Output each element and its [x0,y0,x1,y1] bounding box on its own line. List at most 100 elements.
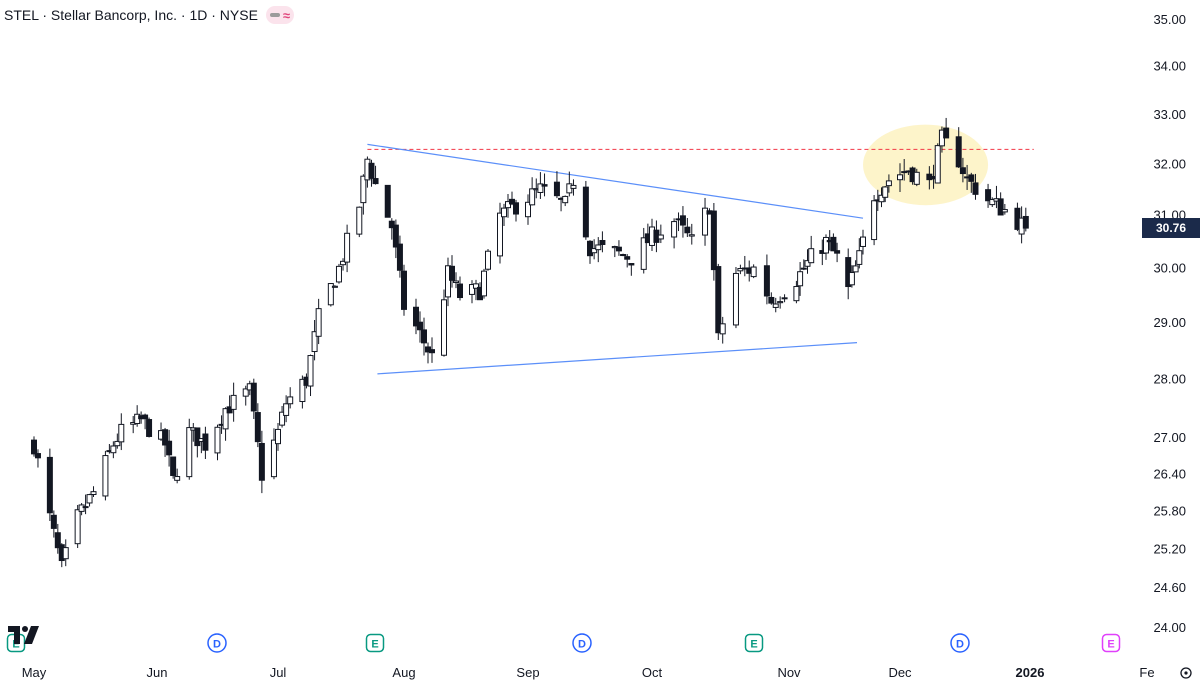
candle-body [74,509,81,545]
candle-body [763,265,770,297]
tradingview-logo-icon[interactable] [8,626,40,644]
candle-body [388,220,395,229]
price-tick-label: 35.00 [1153,12,1186,27]
candle [501,203,507,226]
candle [356,206,363,238]
candle-body [934,145,941,184]
dividend-event-icon[interactable]: D [950,633,970,653]
candle [710,202,717,281]
candle [413,298,419,335]
candle-body [356,206,363,235]
candle-body [591,248,598,254]
candle [222,407,229,441]
candle-body [46,456,53,514]
price-tick-label: 25.20 [1153,541,1186,556]
candle-body [82,506,89,509]
time-tick-label: Jul [270,665,287,680]
candle [620,253,627,257]
candle-body [254,412,261,443]
candle [628,263,635,276]
symbol-title[interactable]: STEL · Stellar Bancorp, Inc. · 1D · NYSE [4,7,258,23]
candle [118,413,125,451]
candle [750,264,757,279]
candle-body [797,271,804,287]
earnings-event-icon[interactable]: E [744,633,764,653]
candle-body [628,263,635,266]
candle [959,157,966,183]
candle [989,197,996,207]
candle [679,206,686,238]
candle-body [732,272,739,326]
candle [170,456,177,479]
candle-body [1022,215,1029,229]
candle [808,235,815,264]
candle-body [856,250,863,265]
candle [763,254,770,305]
candle [54,523,61,554]
candle-body [279,411,286,426]
candle-body [800,267,807,270]
candle [331,285,338,288]
dividend-event-icon[interactable]: D [572,633,592,653]
candle [830,233,837,252]
candle [777,296,784,309]
candle-body [78,504,85,512]
candle-body [505,201,511,209]
indicator-badge[interactable]: ≈ [265,6,295,24]
candle [615,240,622,256]
settings-gear-icon[interactable] [1180,667,1192,679]
time-axis: May Jun Jul Aug Sep Oct Nov Dec 2026 Fe [22,665,1192,680]
candle [856,238,863,269]
candle-body [331,285,338,288]
candle [640,227,647,274]
candle [553,171,560,199]
candle [186,418,193,480]
candle [46,448,53,522]
event-shape [207,633,227,653]
candle [78,502,85,516]
candle-body [715,266,722,334]
candle [315,298,322,345]
candle-body [54,532,61,549]
price-tick-label: 25.80 [1153,503,1186,518]
candle [529,177,536,206]
candle-body [710,210,717,271]
candle-body [541,184,548,187]
candle-body [624,256,631,260]
candle [421,317,427,356]
candle [110,441,117,459]
candle-body [453,280,459,284]
candle [702,197,709,246]
earnings-event-icon[interactable]: E [365,633,385,653]
candle [968,172,975,193]
candle-body [421,329,427,344]
candle-body [768,296,775,304]
candle [737,264,744,275]
candle [985,183,992,208]
candle-body [62,547,69,560]
candle [525,194,531,225]
candle [287,387,294,409]
time-tick-label: Aug [392,665,415,680]
candle [897,163,903,192]
candle-body [955,136,962,168]
candle-body [335,265,342,283]
earnings-event-icon[interactable]: E [1101,633,1121,653]
candle-body [384,184,391,218]
upper-trendline [367,143,864,219]
dividend-event-icon[interactable]: D [207,633,227,653]
candle [497,202,503,264]
candle-body [142,414,149,420]
time-tick-label: Dec [888,665,912,680]
candle-body [793,286,800,302]
candle-body [808,248,815,264]
candle-body [275,428,281,445]
candle-body [473,283,479,289]
candle-body [118,423,125,443]
price-tick-label: 24.60 [1153,580,1186,595]
candle [279,405,286,428]
candle-body [392,224,399,248]
candle-body [772,303,779,308]
